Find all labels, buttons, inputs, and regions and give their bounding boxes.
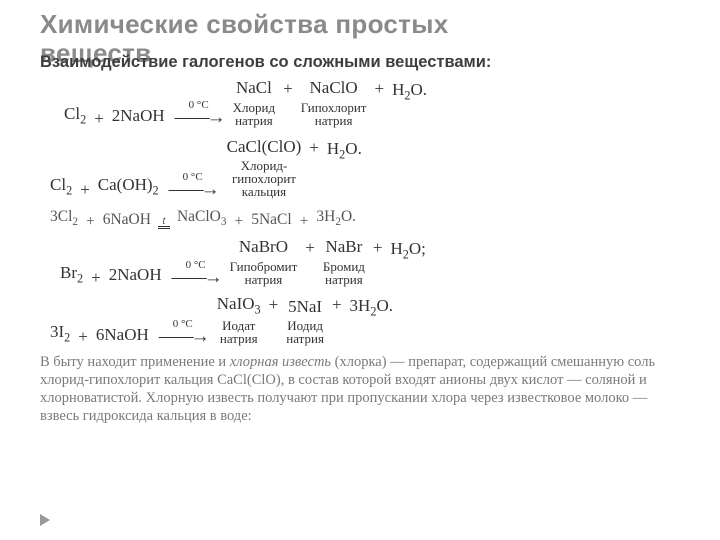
eq4-p3a: H [390, 239, 402, 258]
equation-2: Cl2 + Ca(OH)2 0 °C ——→ CaCl(ClO) Хлорид-… [46, 137, 680, 198]
arrow-icon: ——→ [159, 328, 207, 345]
plus-sign: + [332, 296, 342, 313]
arrow-0c: 0 °C ——→ [172, 260, 220, 286]
eq5-r1c: 3 [50, 322, 59, 341]
eq5-p3c: 3 [350, 296, 359, 315]
eq4-r2c: 2 [109, 265, 118, 284]
eq1-p1cap2: натрия [235, 113, 273, 128]
eq3-p3b: O [341, 208, 352, 225]
arrow-icon: ——→ [172, 269, 220, 286]
plus-sign: + [269, 296, 279, 313]
eq3-dot: . [352, 208, 356, 225]
eq4-p3b: O [409, 239, 421, 258]
eq5-dot: . [389, 296, 393, 315]
eq5-p1s: 3 [255, 302, 261, 316]
eq3-r1s: 2 [72, 216, 78, 228]
eq4-p2cap2: натрия [325, 272, 363, 287]
eq4-p1: NaBrO [239, 237, 288, 257]
eq1-r1s: 2 [80, 112, 86, 126]
eq3-p1s: 3 [221, 216, 227, 228]
eq1-p2: NaClO [310, 78, 358, 98]
plus-sign: + [305, 239, 315, 256]
title-line-1: Химические свойства простых [40, 9, 448, 39]
plus-sign: + [283, 80, 293, 97]
arrow-0c: 0 °C ——→ [175, 100, 223, 126]
plus-sign: + [80, 181, 90, 198]
eq2-r1: Cl [50, 175, 66, 194]
arrow-icon: ——→ [175, 109, 223, 126]
eq5-p3a: H [358, 296, 370, 315]
eq1-p3b: O [410, 80, 422, 99]
equation-4: Br2 + 2NaOH 0 °C ——→ NaBrO Гипобромитнат… [56, 237, 680, 285]
eq5-r2: NaOH [104, 325, 148, 344]
eq4-r2: NaOH [117, 265, 161, 284]
eq1-r2c: 2 [112, 106, 121, 125]
eq4-p2: NaBr [325, 237, 362, 257]
eq3-p3a: H [324, 208, 335, 225]
arrow-label-t: t [162, 216, 165, 226]
eq2-r2s: 2 [153, 183, 159, 197]
para-italic: хлорная известь [230, 354, 331, 370]
eq1-r1: Cl [64, 104, 80, 123]
eq1-p3a: H [392, 80, 404, 99]
plus-sign: + [373, 239, 383, 256]
eq4-semi: ; [421, 239, 426, 258]
arrow-icon: ——→ [169, 181, 217, 198]
eq5-p2cap2: натрия [286, 331, 324, 346]
plus-sign: + [374, 80, 384, 97]
eq5-p2: NaI [297, 297, 322, 316]
eq3-r1c: 3 [50, 208, 58, 225]
plus-sign: + [300, 214, 309, 230]
eq4-p1cap2: натрия [245, 272, 283, 287]
plus-sign: + [78, 328, 88, 345]
eq2-dot: . [358, 139, 362, 158]
arrow-0c: 0 °C ——→ [169, 172, 217, 198]
arrow-0c: 0 °C ——→ [159, 319, 207, 345]
eq5-p1cap2: натрия [220, 331, 258, 346]
equil-line-1 [158, 226, 170, 227]
plus-sign: + [309, 139, 319, 156]
equation-1: Cl2 + 2NaOH 0 °C ——→ NaCl Хлориднатрия +… [60, 78, 680, 126]
eq5-r1s: 2 [64, 330, 70, 344]
equation-5: 3I2 + 6NaOH 0 °C ——→ NaIO3 Иодатнатрия +… [46, 294, 680, 345]
eq1-p1: NaCl [236, 78, 272, 98]
eq2-p1cap3: кальция [242, 184, 286, 199]
eq4-r1s: 2 [77, 271, 83, 285]
eq2-p2b: O [345, 139, 357, 158]
eq3-p2: NaCl [259, 211, 292, 228]
plus-sign: + [234, 214, 243, 230]
eq2-p1: CaCl(ClO) [227, 137, 302, 157]
body-paragraph: В быту находит применение и хлорная изве… [40, 353, 680, 426]
slide-root: Химические свойства простых веществ Взаи… [0, 0, 720, 540]
para-t1: В быту находит применение и [40, 354, 230, 370]
eq1-p2cap2: натрия [315, 113, 353, 128]
plus-sign: + [86, 214, 95, 230]
eq2-p2a: H [327, 139, 339, 158]
arrow-t-equil: t [158, 216, 170, 230]
eq5-p3b: O [376, 296, 388, 315]
eq3-p1: NaClO [177, 208, 221, 225]
eq4-r1: Br [60, 263, 77, 282]
eq3-r2: NaOH [110, 211, 150, 228]
plus-sign: + [91, 269, 101, 286]
equation-3: 3Cl2 + 6NaOH t NaClO3 + 5NaCl + 3H2O. [46, 208, 680, 229]
eq1-r2: NaOH [120, 106, 164, 125]
eq2-r2a: Ca(OH) [98, 175, 153, 194]
slide-arrow-icon [40, 514, 50, 526]
eq1-dot: . [423, 80, 427, 99]
eq3-p2c: 5 [251, 211, 259, 228]
eq5-p2c: 5 [288, 297, 297, 316]
eq3-r1: Cl [58, 208, 73, 225]
plus-sign: + [94, 110, 104, 127]
eq2-r1s: 2 [66, 183, 72, 197]
eq5-p1: NaIO [217, 294, 255, 313]
subtitle: Взаимодействие галогенов со сложными вещ… [40, 53, 680, 72]
eq3-p3c: 3 [316, 208, 324, 225]
equil-line-2 [158, 228, 170, 229]
